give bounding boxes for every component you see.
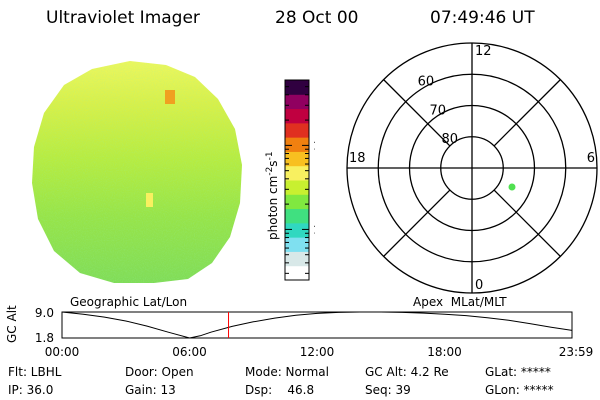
lat-label: 80 — [441, 132, 458, 147]
altitude-series-line — [61, 311, 573, 339]
earth-image — [32, 61, 242, 283]
colorbar-segment — [285, 237, 309, 252]
colorbar-segment — [285, 122, 309, 138]
mlt-line — [493, 79, 561, 147]
lat-label: 60 — [418, 74, 435, 89]
mlt-line — [383, 79, 451, 147]
chart-frame — [61, 311, 573, 339]
colorbar-segment — [285, 137, 309, 152]
colorbar-segment — [285, 80, 309, 95]
bright-spot — [165, 90, 175, 104]
mlt-line — [383, 189, 451, 257]
colorbar-segment — [285, 208, 309, 224]
colorbar-segment — [285, 222, 309, 238]
mode-info: Mode: Normal — [245, 365, 329, 379]
apex-label: Apex MLat/MLT — [413, 295, 507, 309]
colorbar-segment — [285, 180, 309, 195]
y-axis-label: GC Alt — [5, 305, 19, 343]
time-label: 07:49:46 UT — [430, 8, 535, 28]
colorbar-segment — [285, 94, 309, 110]
glon-info: GLon: ***** — [485, 383, 554, 397]
bright-spot-faint — [146, 193, 153, 207]
mlt-label: 12 — [475, 44, 492, 59]
colorbar-segment — [285, 165, 309, 181]
colorbar: 10 100 photon cm-2s-1 — [265, 79, 315, 281]
gain-info: Gain: 13 — [125, 383, 176, 397]
mlt-label: 0 — [475, 278, 483, 293]
colorbar-segment — [285, 251, 309, 267]
mlt-label: 18 — [349, 151, 366, 166]
x-tick-label: 06:00 — [172, 345, 207, 359]
colorbar-tick-label: 100 — [313, 139, 315, 152]
altitude-chart: 9.0 1.8 GC Alt 00:00 06:00 12:00 18:00 23:59 — [5, 305, 594, 359]
geo-label: Geographic Lat/Lon — [70, 295, 188, 309]
ip-info: IP: 36.0 — [8, 383, 54, 397]
mlt-line — [493, 189, 561, 257]
gcalt-info: GC Alt: 4.2 Re — [365, 365, 449, 379]
colorbar-segment — [285, 194, 309, 210]
colorbar-segment — [285, 108, 309, 124]
x-tick-label: 12:00 — [300, 345, 335, 359]
dsp-info: Dsp: 46.8 — [245, 383, 315, 397]
glat-info: GLat: ***** — [485, 365, 551, 379]
instrument-title: Ultraviolet Imager — [46, 8, 200, 28]
colorbar-segment — [285, 151, 309, 167]
mlt-label: 6 — [587, 151, 595, 166]
colorbar-label: photon cm-2s-1 — [265, 151, 280, 240]
y-tick-label: 1.8 — [35, 331, 54, 345]
x-tick-label: 18:00 — [427, 345, 462, 359]
x-tick-label: 00:00 — [45, 345, 80, 359]
x-tick-label: 23:59 — [559, 345, 594, 359]
colorbar-tick-label: 10 — [313, 223, 315, 236]
lat-label: 70 — [430, 103, 447, 118]
filter-info: Flt: LBHL — [8, 365, 62, 379]
door-info: Door: Open — [125, 365, 194, 379]
colorbar-segment — [285, 265, 309, 281]
seq-info: Seq: 39 — [365, 383, 411, 397]
y-tick-label: 9.0 — [35, 306, 54, 320]
aurora-spot — [508, 183, 516, 191]
date-label: 28 Oct 00 — [275, 8, 359, 28]
